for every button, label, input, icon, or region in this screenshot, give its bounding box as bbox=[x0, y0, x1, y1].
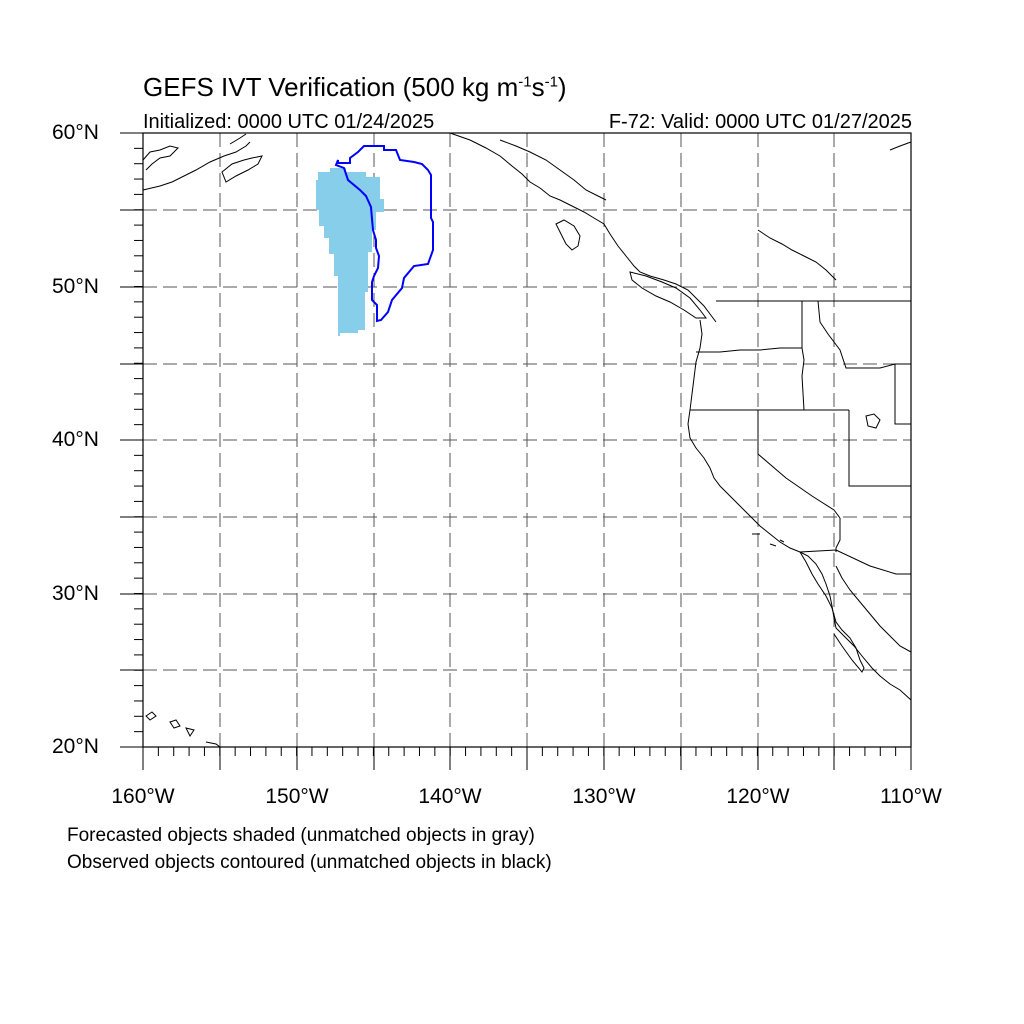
lat-label-60: 60°N bbox=[52, 121, 99, 144]
lon-label-120w: 120°W bbox=[726, 785, 790, 808]
hawaii-maui bbox=[185, 727, 195, 737]
us-west-coast bbox=[687, 319, 912, 701]
lat-label-30: 30°N bbox=[52, 582, 99, 605]
valid-time: F-72: Valid: 0000 UTC 01/27/2025 bbox=[608, 111, 912, 133]
gulf-of-california bbox=[835, 565, 912, 653]
coastlines bbox=[142, 132, 912, 748]
idaho-west bbox=[801, 301, 805, 411]
observed-note: Observed objects contoured (unmatched ob… bbox=[67, 852, 552, 873]
haida-gwaii bbox=[555, 219, 581, 251]
vancouver-island bbox=[629, 271, 707, 319]
ca-nv-border bbox=[757, 410, 841, 519]
lat-label-50: 50°N bbox=[52, 275, 99, 298]
hawaii-big-island bbox=[205, 741, 221, 748]
kodiak-island bbox=[221, 155, 263, 183]
lon-label-130w: 130°W bbox=[572, 785, 636, 808]
map-border bbox=[142, 132, 912, 748]
us-mexico-border bbox=[799, 549, 911, 575]
observed-object bbox=[334, 145, 434, 323]
lat-label-40: 40°N bbox=[52, 428, 99, 451]
nv-ut-border bbox=[848, 410, 911, 487]
forecast-object bbox=[316, 168, 384, 336]
canada-lakes bbox=[757, 229, 837, 281]
initialized-time: Initialized: 0000 UTC 01/24/2025 bbox=[143, 111, 435, 133]
forecast-note: Forecasted objects shaded (unmatched obj… bbox=[67, 825, 535, 846]
hawaii-oahu bbox=[169, 719, 181, 729]
lon-label-150w: 150°W bbox=[265, 785, 329, 808]
idaho-east bbox=[817, 300, 911, 425]
alaska-coast-islands bbox=[142, 141, 251, 191]
bc-coast bbox=[449, 132, 717, 323]
alaska-panhandle bbox=[499, 139, 607, 201]
lon-label-140w: 140°W bbox=[418, 785, 482, 808]
baja-california bbox=[799, 551, 865, 673]
minor-ticks bbox=[134, 132, 912, 756]
wa-or-border bbox=[696, 347, 802, 353]
alaska-coast-west bbox=[142, 145, 179, 171]
figure-title: GEFS IVT Verification (500 kg m-1s-1) bbox=[143, 72, 567, 102]
canada-lakes-2 bbox=[889, 141, 912, 151]
great-salt-lake bbox=[865, 413, 881, 429]
lon-label-110w: 110°W bbox=[880, 785, 942, 808]
alaska-coast-gulf bbox=[229, 133, 247, 145]
channel-islands bbox=[752, 533, 785, 547]
lon-label-160w: 160°W bbox=[111, 785, 175, 808]
lat-label-20: 20°N bbox=[52, 735, 99, 758]
hawaii-kauai bbox=[145, 711, 157, 721]
